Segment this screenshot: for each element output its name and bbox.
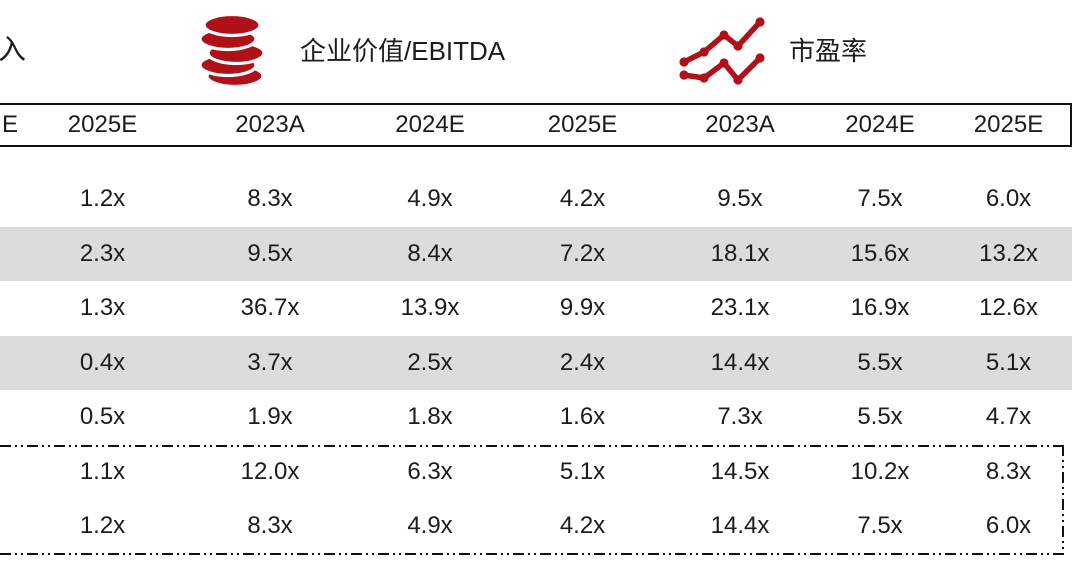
table-cell: 8.3x	[985, 457, 1032, 485]
table-cell: 4.7x	[985, 403, 1032, 431]
table-cell: 10.2x	[850, 457, 910, 485]
table-cell: 2.3x	[79, 239, 126, 267]
table-cell: 16.9x	[850, 294, 910, 322]
table-cell: 14.5x	[710, 457, 770, 485]
table-cell: 5.1x	[559, 457, 606, 485]
table-cell: 4.9x	[407, 512, 453, 540]
table-cell: 9.5x	[247, 239, 293, 267]
column-header: 2023A	[705, 110, 775, 138]
table-cell: 1.2x	[79, 512, 126, 540]
table-cell: 3.7x	[247, 348, 293, 376]
header-right-rule	[1070, 103, 1072, 147]
table-cell: 1.6x	[559, 403, 606, 431]
column-header: 2024E	[395, 110, 465, 138]
table-cell: 7.5x	[857, 512, 903, 540]
table-cell: 6.0x	[985, 512, 1032, 540]
table-row: 2.3x 9.5x 8.4x 7.2x 18.1x 15.6x 13.2x	[0, 226, 1072, 282]
table-cell: 23.1x	[710, 294, 770, 322]
summary-box-top-dashed-rule	[0, 445, 1066, 447]
table-row: 1.2x 8.3x 4.9x 4.2x 14.4x 7.5x 6.0x	[0, 499, 1072, 554]
table-cell: 18.1x	[710, 239, 770, 267]
table-cell: 12.0x	[240, 457, 300, 485]
table-cell: 0.4x	[79, 348, 126, 376]
table-cell: 15.6x	[850, 239, 910, 267]
table-cell: 1.2x	[79, 185, 126, 213]
table-cell: 2.5x	[407, 348, 453, 376]
table-cell-clipped	[0, 281, 25, 336]
table-header-row: E 2025E 2023A 2024E 2025E 2023A 2024E 2025E	[0, 105, 1072, 145]
column-header: 2024E	[845, 110, 915, 138]
table-row: 1.2x 8.3x 4.9x 4.2x 9.5x 7.5x 6.0x	[0, 172, 1072, 227]
table-cell: 1.1x	[79, 457, 126, 485]
table-cell: 4.2x	[559, 185, 606, 213]
summary-box-right-dashed-rule	[1062, 445, 1064, 555]
table-cell: 5.1x	[985, 348, 1032, 376]
table-cell: 2.4x	[559, 348, 606, 376]
table-cell: 0.5x	[79, 403, 126, 431]
table-row: 0.4x 3.7x 2.5x 2.4x 14.4x 5.5x 5.1x	[0, 335, 1072, 391]
table-cell: 1.3x	[79, 294, 126, 322]
table-cell-clipped	[0, 445, 25, 500]
column-header: 2025E	[67, 110, 138, 138]
legend-label-ev-ebitda: 企业价值/EBITDA	[300, 36, 506, 66]
table-cell: 9.9x	[559, 294, 606, 322]
table-cell-clipped	[0, 172, 25, 227]
column-header: 2023A	[235, 110, 305, 138]
table-row: 1.1x 12.0x 6.3x 5.1x 14.5x 10.2x 8.3x	[0, 445, 1072, 500]
header-gap	[0, 147, 1072, 172]
table-cell-clipped	[0, 390, 25, 445]
legend-label-clipped: 入	[0, 34, 27, 65]
table-cell: 13.9x	[400, 294, 460, 322]
table-cell: 7.5x	[857, 185, 903, 213]
column-header: E	[2, 110, 19, 138]
table-cell: 1.9x	[247, 403, 293, 431]
table-cell: 7.3x	[717, 403, 763, 431]
table-cell: 9.5x	[717, 185, 763, 213]
table-cell: 7.2x	[559, 239, 606, 267]
table-cell-clipped	[0, 499, 25, 554]
table-cell: 36.7x	[240, 294, 300, 322]
table-cell: 1.8x	[407, 403, 453, 431]
table-top-rule	[0, 103, 1072, 105]
column-header: 2025E	[547, 110, 618, 138]
table-cell-clipped	[0, 227, 25, 282]
table-cell: 4.9x	[407, 185, 453, 213]
table-cell: 14.4x	[710, 512, 770, 540]
table-row: 0.5x 1.9x 1.8x 1.6x 7.3x 5.5x 4.7x	[0, 390, 1072, 445]
coins-icon	[194, 8, 272, 97]
table-cell: 13.2x	[979, 239, 1038, 267]
table-cell: 6.3x	[407, 457, 453, 485]
table-cell: 4.2x	[559, 512, 606, 540]
table-cell: 5.5x	[857, 348, 903, 376]
table-cell: 12.6x	[979, 294, 1038, 322]
summary-box-bottom-dashed-rule	[0, 553, 1066, 555]
header-bottom-rule	[0, 144, 1072, 147]
table-cell: 5.5x	[857, 403, 903, 431]
column-header: 2025E	[973, 110, 1044, 138]
table-body: 1.2x 8.3x 4.9x 4.2x 9.5x 7.5x 6.0x 2.3x 9.5x 8.4x…	[0, 147, 1072, 554]
table-cell: 6.0x	[985, 185, 1032, 213]
table-row: 1.3x 36.7x 13.9x 9.9x 23.1x 16.9x 12.6x	[0, 281, 1072, 336]
table-cell: 8.3x	[247, 185, 293, 213]
table-cell: 14.4x	[710, 348, 770, 376]
table-cell: 8.4x	[407, 239, 453, 267]
table-cell-clipped	[0, 336, 25, 391]
legend-label-pe-ratio: 市盈率	[789, 36, 868, 66]
line-chart-icon	[676, 14, 768, 93]
table-cell: 8.3x	[247, 512, 293, 540]
